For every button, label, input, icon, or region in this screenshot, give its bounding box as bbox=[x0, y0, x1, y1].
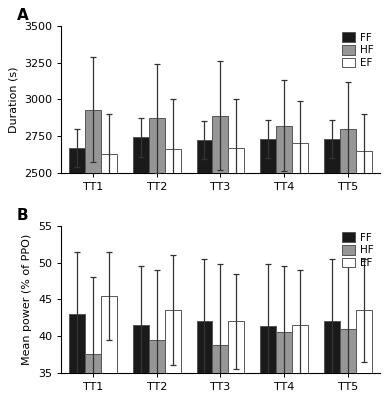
Legend: FF, HF, EF: FF, HF, EF bbox=[339, 29, 376, 72]
Bar bbox=[165, 149, 180, 400]
Bar bbox=[197, 140, 213, 400]
Y-axis label: Mean power (% of PPO): Mean power (% of PPO) bbox=[23, 234, 33, 365]
Bar bbox=[213, 116, 229, 400]
Bar bbox=[260, 139, 276, 400]
Bar bbox=[276, 126, 292, 400]
Bar bbox=[101, 296, 117, 400]
Bar bbox=[165, 310, 180, 400]
Bar bbox=[229, 321, 244, 400]
Bar bbox=[69, 148, 85, 400]
Legend: FF, HF, EF: FF, HF, EF bbox=[339, 229, 376, 272]
Bar bbox=[213, 345, 229, 400]
Bar bbox=[69, 314, 85, 400]
Bar bbox=[149, 340, 165, 400]
Y-axis label: Duration (s): Duration (s) bbox=[8, 66, 18, 133]
Text: A: A bbox=[17, 8, 28, 23]
Bar bbox=[260, 326, 276, 400]
Bar bbox=[292, 325, 308, 400]
Bar bbox=[292, 143, 308, 400]
Bar bbox=[85, 354, 101, 400]
Bar bbox=[101, 154, 117, 400]
Bar bbox=[324, 321, 340, 400]
Bar bbox=[197, 321, 213, 400]
Bar bbox=[149, 118, 165, 400]
Bar bbox=[340, 329, 356, 400]
Bar bbox=[276, 332, 292, 400]
Bar bbox=[133, 325, 149, 400]
Bar bbox=[340, 129, 356, 400]
Bar bbox=[133, 138, 149, 400]
Bar bbox=[356, 310, 372, 400]
Text: B: B bbox=[17, 208, 28, 223]
Bar bbox=[85, 110, 101, 400]
Bar bbox=[356, 151, 372, 400]
Bar bbox=[324, 139, 340, 400]
Bar bbox=[229, 148, 244, 400]
